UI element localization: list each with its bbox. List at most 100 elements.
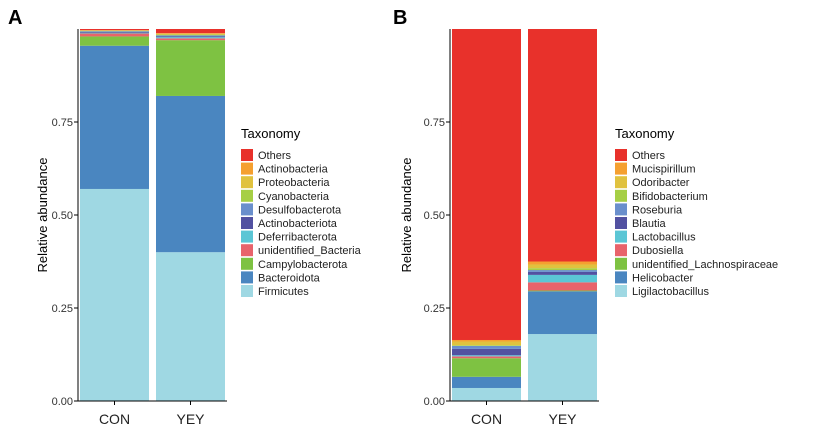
panel-a-label: A [8,7,22,29]
bar-segment-yey-cyanobacteria [156,34,225,36]
legend-swatch-unidentified-bacteria [241,244,253,257]
legend-swatch-bacteroidota [241,271,253,284]
x-tick-label-yey: YEY [548,411,577,427]
legend-label-bacteroidota: Bacteroidota [258,272,321,284]
bar-segment-con-bacteroidota [80,45,149,189]
bar-segment-yey-mucispirillum [528,261,597,265]
bar-segment-yey-campylobacterota [156,40,225,96]
bar-segment-yey-bifidobacterium [528,268,597,271]
bar-segment-con-desulfobacterota [80,31,149,32]
bar-segment-con-campylobacterota [80,36,149,46]
legend-label-dubosiella: Dubosiella [632,245,684,257]
bar-segment-yey-others [528,29,597,262]
bar-segment-yey-odoribacter [528,264,597,269]
bar-segment-con-unidentified-lachnospiraceae [452,358,521,377]
legend-swatch-firmicutes [241,285,253,297]
legend-label-unidentified-bacteria: unidentified_Bacteria [258,245,362,257]
y-tick-label: 0.25 [52,303,73,315]
bar-segment-con-dubosiella [452,356,521,359]
legend-label-mucispirillum: Mucispirillum [632,164,696,176]
bar-segment-con-mucispirillum [452,339,521,342]
bar-segment-yey-deferribacterota [156,37,225,39]
bar-segment-con-unidentified-bacteria [80,33,149,37]
bar-segment-con-blautia [452,348,521,356]
y-tick-label: 0.50 [424,210,445,222]
panel-b-legend-title: Taxonomy [615,126,675,141]
legend-label-blautia: Blautia [632,218,667,230]
legend-swatch-blautia [615,217,627,229]
legend-label-odoribacter: Odoribacter [632,177,690,189]
y-tick-label: 0.50 [52,210,73,222]
panel-b-y-ticks: 0.00 0.25 0.50 0.75 [424,117,450,408]
legend-swatch-proteobacteria [241,176,253,189]
bar-segment-con-firmicutes [80,188,149,401]
panel-b: B 0.00 0.25 0.50 0.75 CON YEY Relative abund… [393,7,778,427]
legend-swatch-actinobacteria [241,162,253,175]
bar-segment-yey-unidentified-lachnospiraceae [528,290,597,292]
panel-a-bars [80,29,225,401]
bar-segment-yey-blautia [528,271,597,275]
legend-swatch-desulfobacterota [241,203,253,216]
y-tick-label: 0.00 [424,396,445,408]
x-tick-label-con: CON [99,411,130,427]
legend-label-actinobacteriota: Actinobacteriota [258,218,338,230]
bar-segment-con-roseburia [452,345,521,349]
legend-swatch-ligilactobacillus [615,285,627,297]
y-tick-label: 0.00 [52,396,73,408]
y-tick-label: 0.25 [424,303,445,315]
legend-label-firmicutes: Firmicutes [258,286,309,298]
legend-label-campylobacterota: Campylobacterota [258,259,348,271]
bar-segment-yey-others [156,29,225,34]
legend-label-unidentified-lachnospiraceae: unidentified_Lachnospiraceae [632,259,778,271]
legend-swatch-campylobacterota [241,257,253,270]
bar-segment-con-bifidobacterium [452,345,521,346]
bar-segment-yey-desulfobacterota [156,35,225,37]
legend-label-bifidobacterium: Bifidobacterium [632,191,708,203]
bar-segment-con-helicobacter [452,376,521,388]
legend-swatch-bifidobacterium [615,189,627,202]
panel-b-bars [452,29,597,401]
legend-swatch-roseburia [615,203,627,216]
legend-label-roseburia: Roseburia [632,204,683,216]
legend-swatch-odoribacter [615,176,627,189]
bar-segment-yey-actinobacteria [156,33,225,34]
bar-segment-con-ligilactobacillus [452,387,521,401]
y-tick-label: 0.75 [52,117,73,129]
bar-segment-con-deferribacterota [80,32,149,34]
legend-swatch-unidentified-lachnospiraceae [615,257,627,270]
panel-a: A 0.00 0.25 0.50 0.75 CON YEY Relative abund… [8,7,362,427]
legend-label-lactobacillus: Lactobacillus [632,232,696,244]
legend-label-actinobacteria: Actinobacteria [258,164,329,176]
legend-label-others: Others [258,150,292,162]
legend-label-ligilactobacillus: Ligilactobacillus [632,286,710,298]
bar-segment-yey-roseburia [528,270,597,272]
legend-label-others: Others [632,150,666,162]
panel-b-x-labels: CON YEY [471,401,577,427]
legend-swatch-others [241,149,253,161]
bar-segment-con-others [80,29,149,31]
bar-segment-yey-helicobacter [528,291,597,335]
panel-a-y-ticks: 0.00 0.25 0.50 0.75 [52,117,78,408]
legend-label-deferribacterota: Deferribacterota [258,232,338,244]
bar-segment-con-lactobacillus [452,355,521,357]
panel-a-y-axis-title: Relative abundance [35,158,50,273]
legend-label-desulfobacterota: Desulfobacterota [258,204,342,216]
legend-swatch-others [615,149,627,161]
legend-swatch-helicobacter [615,271,627,284]
bar-segment-yey-unidentified-bacteria [156,38,225,41]
bar-segment-yey-ligilactobacillus [528,334,597,401]
legend-swatch-deferribacterota [241,230,253,243]
bar-segment-yey-lactobacillus [528,274,597,283]
panel-b-label: B [393,7,407,29]
legend-swatch-mucispirillum [615,162,627,175]
legend-swatch-dubosiella [615,244,627,257]
panel-b-y-axis-title: Relative abundance [399,158,414,273]
bar-segment-yey-proteobacteria [156,33,225,35]
bar-segment-yey-firmicutes [156,252,225,401]
y-tick-label: 0.75 [424,117,445,129]
bar-segment-yey-bacteroidota [156,95,225,253]
legend-label-proteobacteria: Proteobacteria [258,177,330,189]
legend-swatch-lactobacillus [615,230,627,243]
